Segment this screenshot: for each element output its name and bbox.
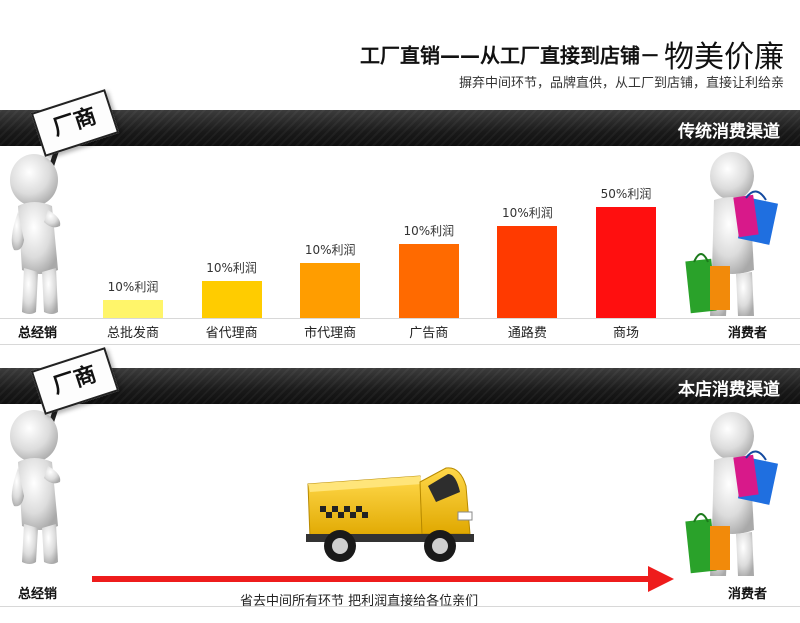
section-bar-traditional: 传统消费渠道 (0, 110, 800, 146)
chart-category-label: 市代理商 (304, 326, 357, 341)
chart-category-label: 总批发商 (106, 326, 159, 341)
manufacturer-figure-icon (10, 393, 63, 564)
chart-bar (201, 281, 262, 318)
chart-category-label: 省代理商 (205, 326, 258, 341)
chart-data-label: 10%利润 (403, 224, 455, 238)
page-subtitle: 摒弃中间环节，品牌直供，从工厂到店铺，直接让利给亲 (458, 76, 784, 91)
divider-line (0, 318, 800, 319)
chart-bar (103, 299, 163, 318)
delivery-truck-icon (306, 467, 474, 562)
page-title-lead: 工厂直销——从工厂直接到店铺－ (360, 43, 660, 68)
chart-data-label: 10%利润 (304, 242, 356, 257)
chart-bar (497, 225, 558, 318)
bar-texture (0, 110, 800, 146)
divider-line (0, 344, 800, 345)
chart-category-label: 商场 (612, 326, 639, 341)
right-end-label-traditional: 消费者 (728, 326, 768, 341)
section-title-direct: 本店消费渠道 (678, 380, 780, 400)
chart-data-label: 10%利润 (502, 205, 553, 220)
chart-bar (398, 244, 459, 318)
chart-category-label: 广告商 (409, 326, 449, 341)
chart-data-label: 10%利润 (206, 261, 257, 275)
bar-texture (0, 368, 800, 404)
chart-bar (300, 262, 361, 318)
direct-route-caption: 省去中间所有环节 把利润直接给各位亲们 (240, 594, 479, 609)
consumer-figure-icon (685, 412, 779, 576)
page-title-tail: 物美价廉 (664, 40, 784, 75)
chart-data-label: 50%利润 (600, 187, 652, 201)
direct-route-arrow-line (92, 576, 654, 582)
left-end-label-traditional: 总经销 (18, 326, 58, 341)
consumer-figure-icon (685, 152, 779, 316)
profit-bar-chart: 10%利润总批发商 10%利润省代理商 10%利润市代理商 10%利润广告商 10%利润… (0, 150, 800, 341)
chart-data-label: 10%利润 (107, 279, 159, 294)
direct-route-arrow-head (648, 566, 674, 592)
section-bar-direct: 本店消费渠道 (0, 368, 800, 404)
right-end-label-direct: 消费者 (728, 587, 768, 602)
manufacturer-figure-icon (10, 137, 63, 314)
left-end-label-direct: 总经销 (18, 587, 58, 602)
section-title-traditional: 传统消费渠道 (678, 122, 780, 142)
divider-line (0, 606, 800, 607)
page-title: 工厂直销——从工厂直接到店铺－ 物美价廉 (210, 32, 784, 76)
chart-category-label: 通路费 (507, 326, 547, 341)
chart-bar (596, 207, 656, 318)
